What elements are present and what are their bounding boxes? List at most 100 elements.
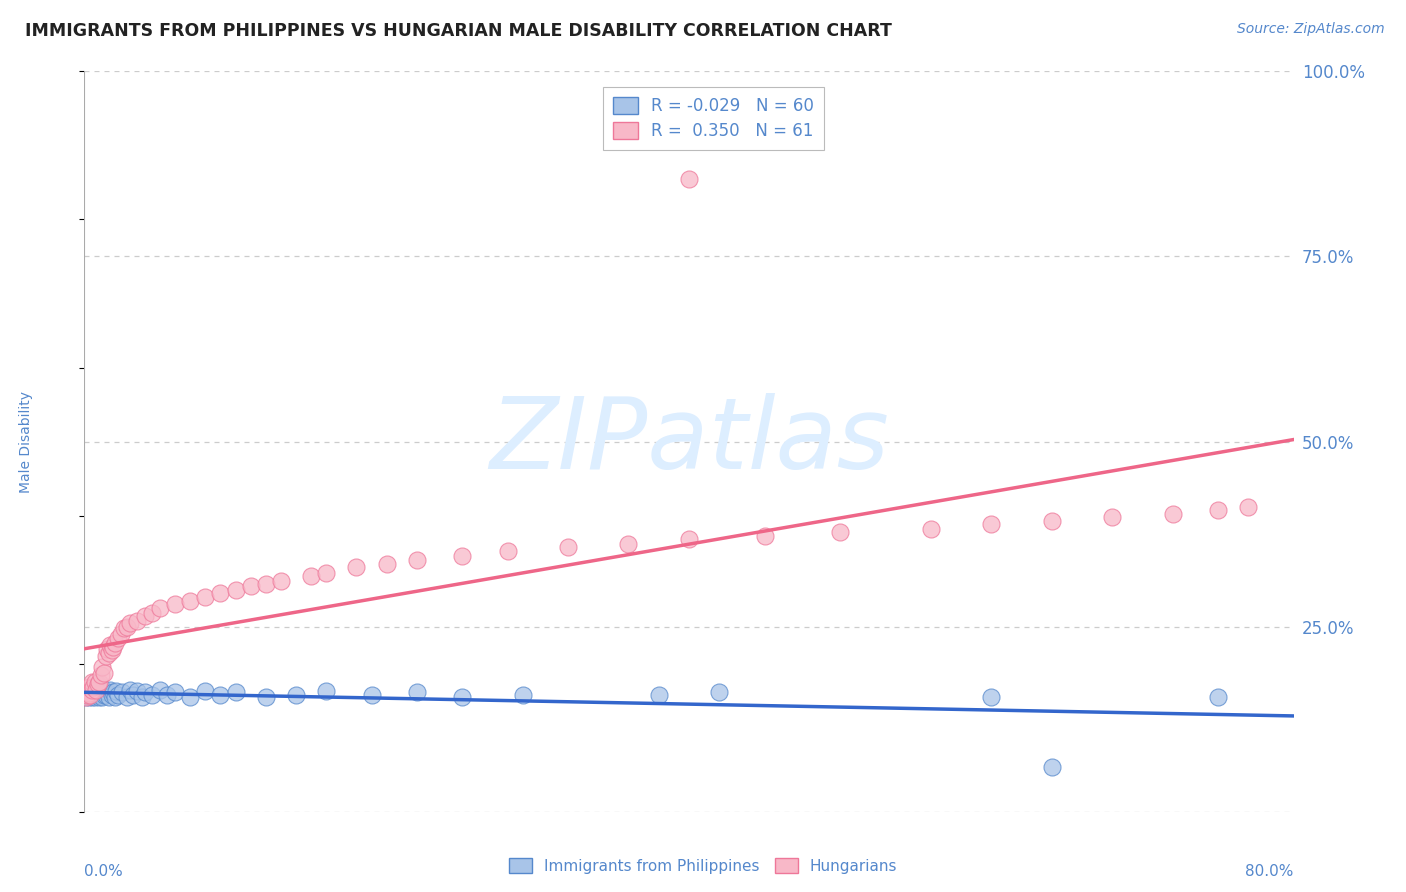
Point	[980, 690, 1002, 704]
Point	[94, 649, 117, 664]
Point	[76, 682, 98, 697]
Point	[80, 690, 103, 704]
Point	[100, 688, 122, 702]
Point	[299, 569, 322, 583]
Point	[127, 614, 149, 628]
Point	[76, 688, 98, 702]
Point	[315, 684, 337, 698]
Text: 80.0%: 80.0%	[1246, 863, 1294, 879]
Point	[496, 544, 519, 558]
Point	[107, 688, 129, 702]
Point	[115, 690, 138, 704]
Point	[118, 682, 141, 697]
Point	[90, 667, 112, 681]
Point	[209, 586, 232, 600]
Point	[1040, 760, 1063, 774]
Point	[77, 690, 100, 704]
Point	[254, 576, 277, 591]
Point	[77, 684, 100, 698]
Point	[754, 529, 776, 543]
Point	[110, 627, 132, 641]
Point	[141, 688, 163, 702]
Point	[77, 681, 100, 695]
Point	[97, 646, 120, 660]
Point	[254, 690, 277, 704]
Point	[93, 665, 115, 680]
Point	[82, 681, 104, 695]
Point	[149, 682, 172, 697]
Point	[77, 686, 100, 700]
Point	[375, 557, 398, 571]
Point	[118, 615, 141, 630]
Point	[75, 686, 97, 700]
Point	[1206, 690, 1229, 704]
Legend: Immigrants from Philippines, Hungarians: Immigrants from Philippines, Hungarians	[502, 852, 904, 880]
Point	[98, 682, 121, 697]
Text: ZIPatlas: ZIPatlas	[489, 393, 889, 490]
Point	[80, 675, 103, 690]
Point	[93, 688, 115, 702]
Point	[79, 685, 101, 699]
Point	[75, 690, 97, 704]
Point	[94, 688, 117, 702]
Point	[89, 675, 111, 690]
Point	[179, 690, 201, 704]
Point	[1040, 515, 1063, 529]
Point	[1161, 507, 1184, 521]
Point	[79, 688, 101, 702]
Legend: R = -0.029   N = 60, R =  0.350   N = 61: R = -0.029 N = 60, R = 0.350 N = 61	[603, 87, 824, 150]
Point	[346, 560, 368, 574]
Point	[131, 690, 153, 704]
Point	[101, 685, 124, 699]
Point	[107, 631, 129, 645]
Point	[82, 688, 104, 702]
Point	[79, 688, 101, 702]
Point	[194, 684, 217, 698]
Point	[194, 590, 217, 604]
Point	[104, 690, 127, 704]
Point	[239, 579, 262, 593]
Text: Source: ZipAtlas.com: Source: ZipAtlas.com	[1237, 22, 1385, 37]
Point	[84, 690, 107, 704]
Point	[920, 522, 942, 536]
Point	[96, 685, 118, 699]
Point	[97, 690, 120, 704]
Point	[75, 685, 97, 699]
Point	[225, 685, 247, 699]
Point	[165, 598, 187, 612]
Point	[1237, 500, 1260, 514]
Point	[96, 641, 118, 656]
Point	[678, 533, 700, 547]
Point	[315, 566, 337, 581]
Point	[1206, 502, 1229, 516]
Point	[98, 638, 121, 652]
Point	[86, 682, 108, 697]
Point	[127, 684, 149, 698]
Point	[830, 524, 852, 539]
Point	[80, 682, 103, 697]
Point	[93, 682, 115, 697]
Point	[121, 688, 143, 702]
Point	[285, 688, 308, 702]
Point	[980, 517, 1002, 532]
Point	[89, 690, 111, 704]
Point	[100, 643, 122, 657]
Text: IMMIGRANTS FROM PHILIPPINES VS HUNGARIAN MALE DISABILITY CORRELATION CHART: IMMIGRANTS FROM PHILIPPINES VS HUNGARIAN…	[25, 22, 893, 40]
Text: 0.0%: 0.0%	[84, 863, 124, 879]
Point	[134, 685, 156, 699]
Point	[406, 685, 429, 699]
Point	[225, 582, 247, 597]
Point	[90, 685, 112, 699]
Point	[678, 171, 700, 186]
Point	[179, 593, 201, 607]
Point	[101, 640, 124, 655]
Point	[91, 690, 114, 704]
Point	[149, 601, 172, 615]
Point	[512, 688, 534, 702]
Point	[104, 636, 127, 650]
Point	[87, 677, 110, 691]
Point	[87, 688, 110, 702]
Point	[360, 688, 382, 702]
Point	[451, 549, 474, 564]
Point	[648, 688, 671, 702]
